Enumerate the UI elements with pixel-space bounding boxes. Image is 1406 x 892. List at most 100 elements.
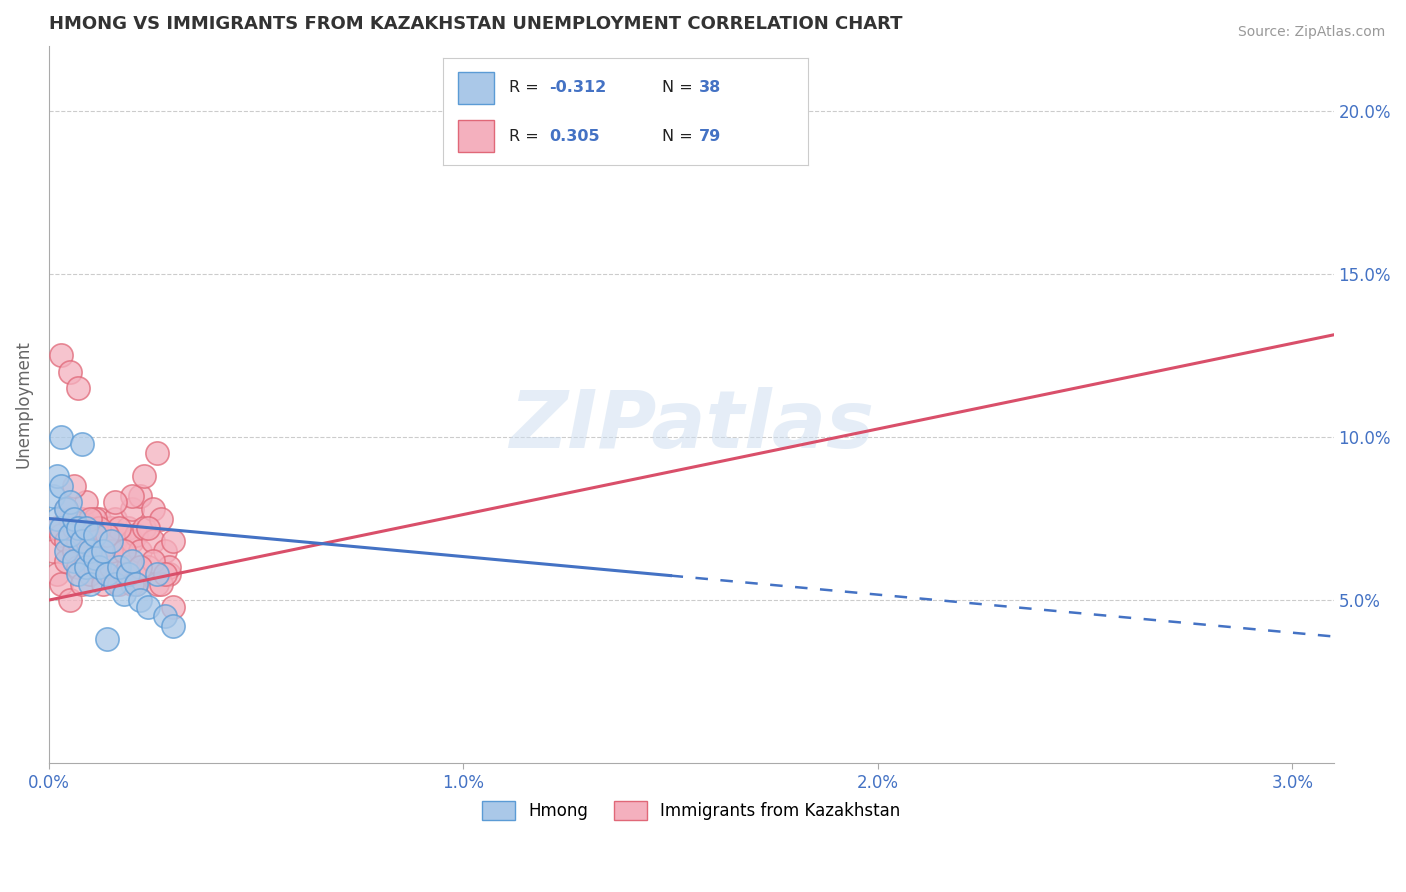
Text: Source: ZipAtlas.com: Source: ZipAtlas.com xyxy=(1237,25,1385,39)
Point xyxy=(121,489,143,503)
Point xyxy=(112,566,135,581)
Point xyxy=(149,511,172,525)
Bar xyxy=(457,72,494,104)
Point xyxy=(55,501,77,516)
Point xyxy=(59,593,82,607)
Point xyxy=(87,521,110,535)
Point xyxy=(75,554,97,568)
Point xyxy=(51,528,73,542)
Point xyxy=(91,576,114,591)
Point xyxy=(83,560,105,574)
Point xyxy=(134,469,156,483)
Point xyxy=(145,566,167,581)
Point xyxy=(75,521,97,535)
Point xyxy=(75,495,97,509)
Point xyxy=(83,528,105,542)
Point xyxy=(96,632,118,647)
Point xyxy=(104,495,127,509)
Point xyxy=(108,528,131,542)
Point xyxy=(55,544,77,558)
Point xyxy=(75,560,97,574)
Text: 0.305: 0.305 xyxy=(548,128,599,144)
Point xyxy=(104,511,127,525)
Text: -0.312: -0.312 xyxy=(548,80,606,95)
Point xyxy=(70,534,93,549)
Point xyxy=(142,501,165,516)
Point xyxy=(51,349,73,363)
Point xyxy=(91,528,114,542)
Point xyxy=(96,566,118,581)
Point xyxy=(149,576,172,591)
Legend: Hmong, Immigrants from Kazakhstan: Hmong, Immigrants from Kazakhstan xyxy=(475,794,907,827)
Point xyxy=(51,430,73,444)
Point xyxy=(134,521,156,535)
Point xyxy=(55,501,77,516)
Point xyxy=(63,521,86,535)
Point xyxy=(63,544,86,558)
Point xyxy=(70,436,93,450)
Point xyxy=(46,469,69,483)
Point xyxy=(79,576,101,591)
Point xyxy=(96,528,118,542)
Point xyxy=(70,576,93,591)
Point xyxy=(66,566,89,581)
Point xyxy=(96,566,118,581)
Point xyxy=(142,554,165,568)
Point xyxy=(153,544,176,558)
Bar xyxy=(457,120,494,153)
Point xyxy=(117,521,139,535)
Point xyxy=(79,544,101,558)
Point xyxy=(83,511,105,525)
Point xyxy=(125,576,148,591)
Point xyxy=(66,521,89,535)
Point xyxy=(162,599,184,614)
Point xyxy=(100,560,122,574)
Point xyxy=(145,446,167,460)
Point xyxy=(59,365,82,379)
Point xyxy=(157,566,180,581)
Point xyxy=(75,528,97,542)
Point xyxy=(100,534,122,549)
Y-axis label: Unemployment: Unemployment xyxy=(15,341,32,468)
Point xyxy=(138,521,160,535)
Text: ZIPatlas: ZIPatlas xyxy=(509,387,873,465)
Point xyxy=(108,521,131,535)
Point xyxy=(46,521,69,535)
Text: 38: 38 xyxy=(699,80,721,95)
Point xyxy=(59,511,82,525)
Point xyxy=(153,566,176,581)
Point xyxy=(117,560,139,574)
Point xyxy=(46,511,69,525)
Point xyxy=(96,544,118,558)
Point xyxy=(79,511,101,525)
Point xyxy=(104,576,127,591)
Point xyxy=(121,534,143,549)
Point xyxy=(112,586,135,600)
Point xyxy=(117,566,139,581)
Point xyxy=(157,560,180,574)
Point xyxy=(104,534,127,549)
Point xyxy=(70,534,93,549)
Text: R =: R = xyxy=(509,128,544,144)
Point xyxy=(83,550,105,565)
Point xyxy=(87,511,110,525)
Point xyxy=(51,521,73,535)
Point xyxy=(112,544,135,558)
Point xyxy=(79,566,101,581)
Point xyxy=(100,544,122,558)
Text: N =: N = xyxy=(662,80,699,95)
Point xyxy=(66,560,89,574)
Point xyxy=(55,554,77,568)
Point xyxy=(59,495,82,509)
Point xyxy=(70,511,93,525)
Point xyxy=(138,599,160,614)
Point xyxy=(63,511,86,525)
Point xyxy=(100,521,122,535)
Point xyxy=(129,489,152,503)
Point xyxy=(138,560,160,574)
Point xyxy=(153,609,176,624)
Text: R =: R = xyxy=(509,80,544,95)
Point xyxy=(51,576,73,591)
Point xyxy=(79,544,101,558)
Point xyxy=(162,534,184,549)
